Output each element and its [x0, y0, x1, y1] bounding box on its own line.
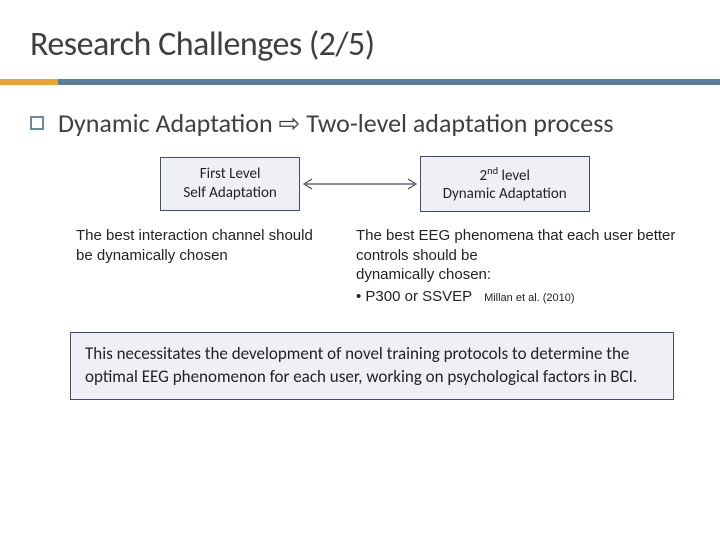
level-right-post: level	[498, 167, 530, 185]
col-right-bullet-row: • P300 or SSVEP Millan et al. (2010)	[356, 287, 690, 307]
slide-title: Research Challenges (2/5)	[30, 24, 690, 65]
level-left-line1: First Level	[183, 165, 276, 184]
col-right-l2: dynamically chosen:	[356, 266, 491, 283]
level-left-line2: Self Adaptation	[183, 184, 276, 203]
bullet-square-icon	[30, 116, 44, 130]
col-right-bullet: • P300 or SSVEP	[356, 288, 472, 305]
levels-diagram: First Level Self Adaptation 2nd level Dy…	[30, 156, 690, 213]
bullet-prefix: Dynamic Adaptation	[58, 107, 279, 139]
level-right-pre: 2	[479, 167, 487, 185]
columns: The best interaction channel should be d…	[30, 226, 690, 306]
main-bullet-text: Dynamic Adaptation ⇨ Two-level adaptatio…	[58, 107, 614, 140]
column-right: The best EEG phenomena that each user be…	[356, 226, 690, 306]
col-right-l1: The best EEG phenomena that each user be…	[356, 227, 675, 264]
level-right-line1: 2nd level	[443, 164, 567, 186]
arrow-icon: ⇨	[279, 108, 301, 138]
level-box-left: First Level Self Adaptation	[160, 157, 299, 211]
level-right-line2: Dynamic Adaptation	[443, 185, 567, 204]
title-rule	[30, 79, 690, 85]
citation: Millan et al. (2010)	[484, 292, 575, 304]
main-bullet: Dynamic Adaptation ⇨ Two-level adaptatio…	[30, 107, 690, 140]
level-box-right: 2nd level Dynamic Adaptation	[420, 156, 590, 213]
column-left-text: The best interaction channel should be d…	[76, 226, 326, 265]
column-left: The best interaction channel should be d…	[76, 226, 326, 306]
footer-box: This necessitates the development of nov…	[70, 332, 674, 400]
connector-arrow	[300, 183, 420, 184]
level-right-sup: nd	[487, 164, 498, 177]
column-right-text: The best EEG phenomena that each user be…	[356, 226, 690, 306]
footer-text: This necessitates the development of nov…	[85, 343, 637, 387]
bullet-suffix: Two-level adaptation process	[300, 107, 613, 139]
